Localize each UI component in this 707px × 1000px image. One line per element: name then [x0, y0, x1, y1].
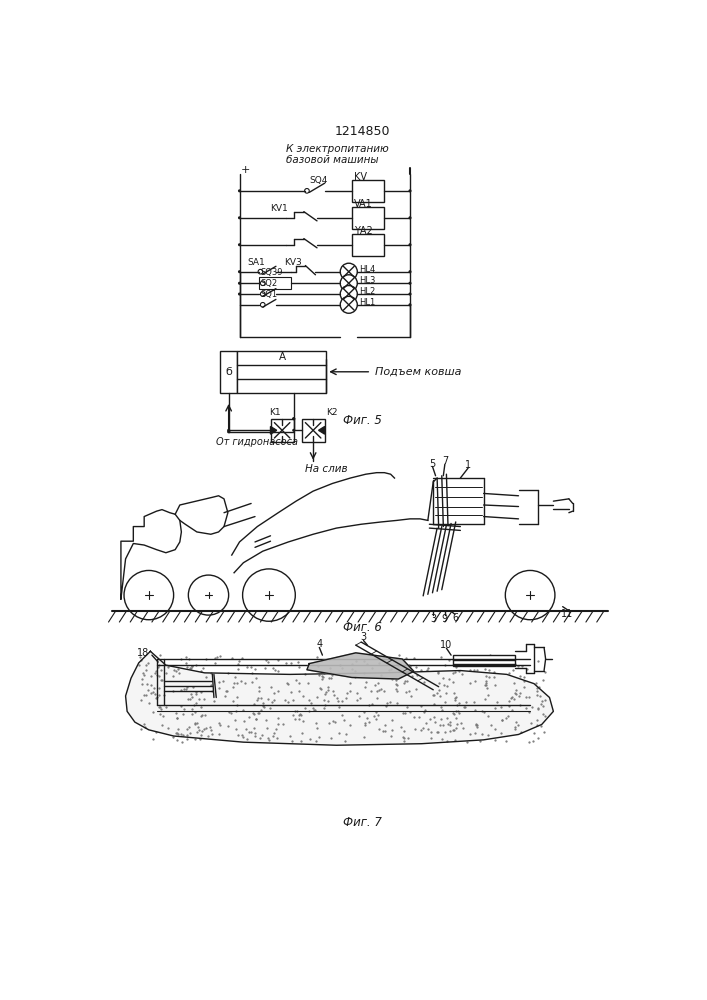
Polygon shape	[271, 426, 276, 434]
Text: HL1: HL1	[359, 298, 375, 307]
Text: 4: 4	[316, 639, 322, 649]
Circle shape	[238, 243, 241, 246]
Text: 1214850: 1214850	[334, 125, 390, 138]
Text: Подъем ковша: Подъем ковша	[375, 367, 462, 377]
Text: 3: 3	[361, 632, 366, 642]
Bar	[352, 234, 385, 256]
Text: 10: 10	[440, 640, 452, 650]
Text: На слив: На слив	[305, 464, 348, 474]
Circle shape	[227, 430, 230, 433]
Text: Фиг. 5: Фиг. 5	[342, 414, 381, 427]
Text: 11: 11	[561, 609, 573, 619]
Text: Фиг. 6: Фиг. 6	[342, 621, 381, 634]
Text: 9: 9	[442, 614, 448, 624]
Circle shape	[124, 570, 174, 620]
Text: HL3: HL3	[359, 276, 375, 285]
Circle shape	[227, 429, 230, 432]
Circle shape	[258, 269, 263, 274]
Bar	[259, 277, 291, 289]
Text: KV: KV	[354, 172, 367, 182]
Text: HL2: HL2	[359, 287, 375, 296]
Text: KV3: KV3	[284, 258, 301, 267]
Circle shape	[409, 270, 411, 273]
Circle shape	[409, 216, 411, 219]
Circle shape	[238, 282, 241, 285]
Bar	[301, 419, 325, 442]
Polygon shape	[307, 653, 414, 679]
Circle shape	[409, 292, 411, 296]
Circle shape	[340, 263, 357, 280]
Circle shape	[292, 429, 296, 432]
Circle shape	[340, 275, 357, 292]
Circle shape	[292, 417, 296, 420]
Text: K2: K2	[327, 408, 338, 417]
Circle shape	[305, 189, 309, 193]
Text: 5: 5	[429, 459, 436, 469]
Bar	[352, 180, 385, 202]
Bar	[237, 351, 327, 393]
Text: 1: 1	[465, 460, 471, 470]
Bar	[452, 655, 515, 666]
Text: A: A	[279, 352, 286, 362]
Text: базовой машины: базовой машины	[286, 155, 379, 165]
Circle shape	[238, 216, 241, 219]
Circle shape	[292, 417, 296, 420]
Text: От гидронасоса: От гидронасоса	[216, 437, 298, 447]
Text: 18: 18	[136, 648, 149, 658]
Circle shape	[340, 286, 357, 302]
Circle shape	[260, 292, 265, 296]
Text: 7: 7	[442, 456, 448, 466]
Bar	[220, 351, 237, 393]
Text: 6: 6	[452, 613, 458, 623]
Text: Фиг. 7: Фиг. 7	[342, 816, 381, 829]
Circle shape	[340, 296, 357, 313]
Circle shape	[238, 189, 241, 192]
Text: +: +	[241, 165, 250, 175]
Polygon shape	[319, 426, 325, 434]
Text: 3: 3	[430, 614, 436, 624]
Circle shape	[409, 243, 411, 246]
Text: SQ39: SQ39	[260, 268, 283, 277]
Polygon shape	[126, 651, 554, 745]
Text: VA1: VA1	[354, 199, 373, 209]
Text: K1: K1	[269, 408, 281, 417]
Text: YА2: YА2	[354, 226, 373, 236]
Circle shape	[409, 282, 411, 285]
Circle shape	[238, 270, 241, 273]
Bar	[271, 419, 293, 442]
Text: KV1: KV1	[271, 204, 288, 213]
Text: HL4: HL4	[359, 265, 375, 274]
Text: SQ4: SQ4	[309, 176, 327, 185]
Circle shape	[409, 189, 411, 192]
Text: SQ2: SQ2	[260, 279, 278, 288]
Text: SQ1: SQ1	[260, 290, 278, 299]
Bar	[352, 207, 385, 229]
Text: SA1: SA1	[247, 258, 265, 267]
Circle shape	[409, 303, 411, 306]
Circle shape	[260, 302, 265, 307]
Circle shape	[243, 569, 296, 621]
Text: б: б	[226, 367, 232, 377]
Circle shape	[238, 292, 241, 296]
Circle shape	[506, 570, 555, 620]
Circle shape	[260, 281, 265, 286]
Circle shape	[188, 575, 228, 615]
Text: К электропитанию: К электропитанию	[286, 144, 389, 154]
